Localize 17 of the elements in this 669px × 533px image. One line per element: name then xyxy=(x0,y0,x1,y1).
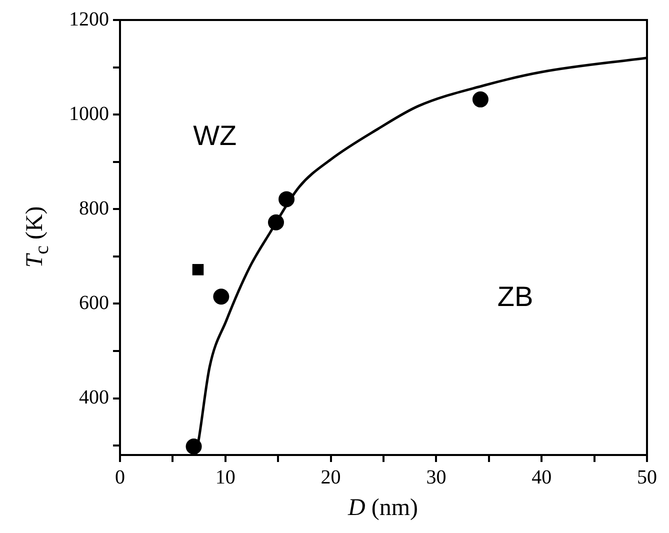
annotation: WZ xyxy=(193,120,237,152)
point xyxy=(472,91,488,108)
y-tick-label: 800 xyxy=(79,197,109,220)
x-tick-label: 30 xyxy=(426,466,446,488)
x-tick-label: 50 xyxy=(637,466,657,488)
point xyxy=(213,288,230,305)
x-tick-label: 40 xyxy=(532,466,552,488)
y-tick-label: 1000 xyxy=(69,102,109,125)
x-tick-label: 0 xyxy=(115,466,125,488)
point xyxy=(192,264,204,276)
y-tick-label: 400 xyxy=(79,386,109,409)
y-tick-label: 600 xyxy=(79,292,109,314)
x-tick-label: 10 xyxy=(215,466,236,488)
annotation: ZB xyxy=(497,281,534,312)
x-tick-label: 20 xyxy=(320,466,341,488)
y-tick-label: 1200 xyxy=(69,8,109,30)
x-axis-title: D (nm) xyxy=(348,495,418,522)
